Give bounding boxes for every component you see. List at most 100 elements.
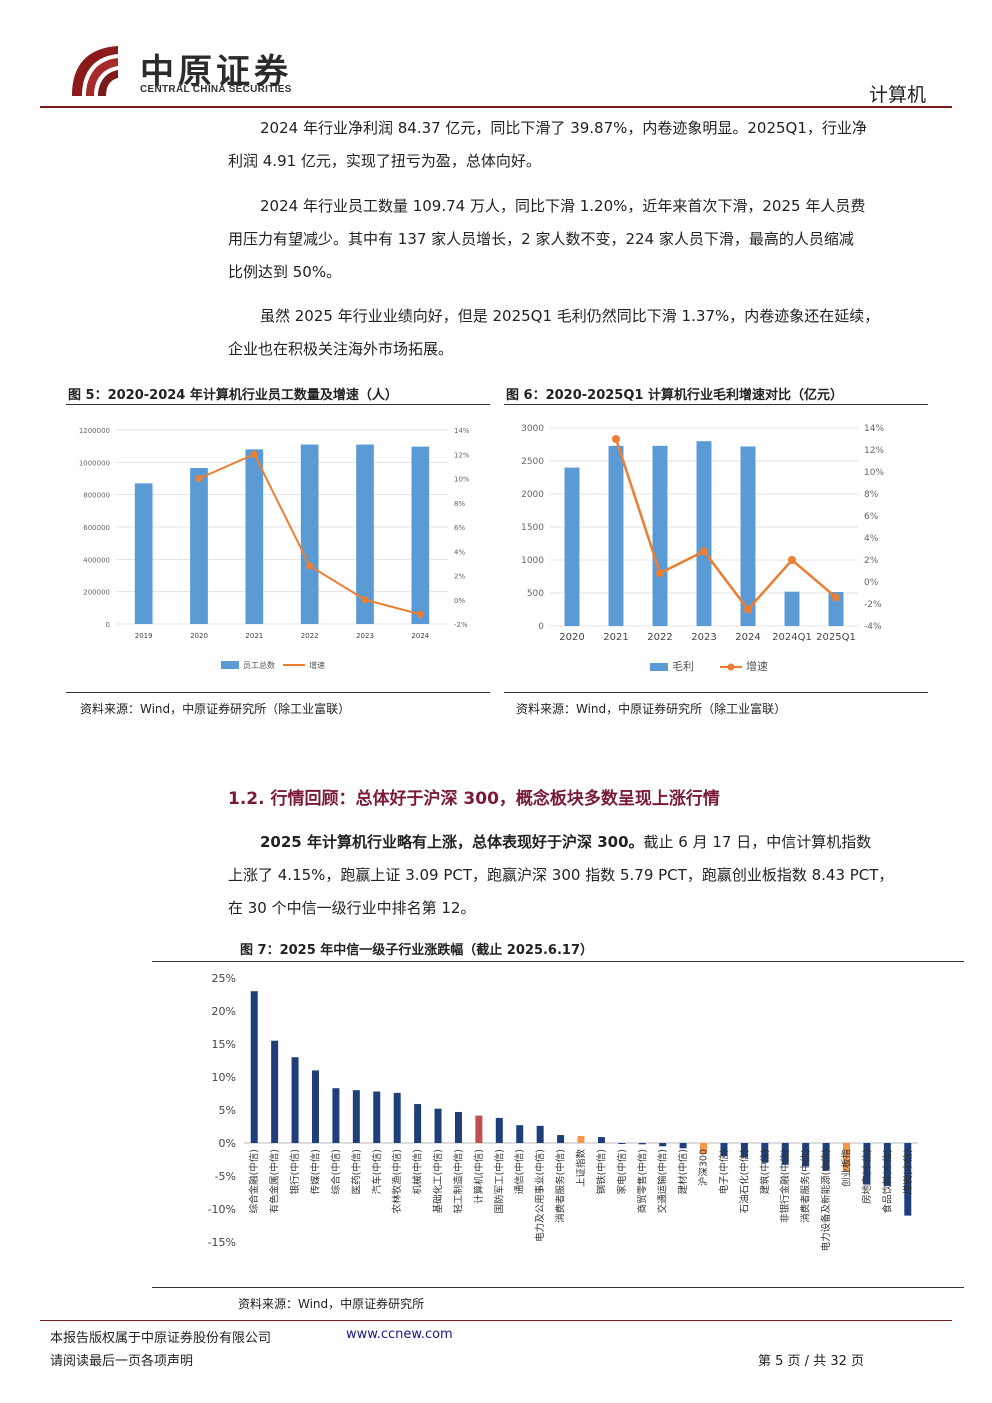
paragraph-line: 虽然 2025 年行业业绩向好，但是 2025Q1 毛利仍然同比下滑 1.37%… xyxy=(260,307,880,325)
section-heading: 1.2. 行情回顾：总体好于沪深 300，概念板块多数呈现上涨行情 xyxy=(228,789,720,809)
x-tick-label: 农林牧渔(中信) xyxy=(391,1149,403,1213)
paragraph-line: 企业也在积极关注海外市场拓展。 xyxy=(228,340,454,358)
fig6-chart: 0 500 1000 1500 2000 2500 3000 -4% -2% 0% 2% 4% 6% 8%… xyxy=(504,412,928,686)
y-tick-label: -10% xyxy=(208,1203,236,1216)
paragraph-line: 在 30 个中信一级行业中排名第 12。 xyxy=(228,899,476,917)
x-tick-label: 有色金属(中信) xyxy=(269,1149,281,1213)
y-tick-label-left: 800000 xyxy=(83,492,110,500)
fig7-bottom-rule xyxy=(152,1287,964,1288)
y-tick-label-left: 1200000 xyxy=(79,427,110,435)
x-tick-label: 建筑(中信) xyxy=(759,1149,771,1194)
x-tick-label: 上证指数 xyxy=(575,1149,587,1188)
line-point xyxy=(832,593,840,602)
y-tick-label: -15% xyxy=(208,1236,236,1249)
x-tick-label: 建材(中信) xyxy=(677,1149,689,1194)
x-tick-label: 银行(中信) xyxy=(289,1149,301,1194)
y-tick-label-left: 0 xyxy=(106,621,110,629)
paragraph-line: 利润 4.91 亿元，实现了扭亏为盈，总体向好。 xyxy=(228,152,541,170)
fig7-top-rule xyxy=(152,961,964,962)
bar xyxy=(822,1143,830,1171)
x-tick-label: 2022 xyxy=(301,632,319,640)
header-divider xyxy=(40,106,952,108)
legend-bar-swatch xyxy=(221,661,239,669)
bar xyxy=(352,1090,360,1143)
x-tick-label: 2024 xyxy=(411,632,429,640)
footer-website-link[interactable]: www.ccnew.com xyxy=(346,1327,453,1342)
bar xyxy=(434,1108,442,1143)
y-tick-label-right: 2% xyxy=(454,573,465,581)
paragraph-net-profit: 2024 年行业净利润 84.37 亿元，同比下滑了 39.87%，内卷迹象明显… xyxy=(228,112,944,178)
y-tick-label-right: 4% xyxy=(864,534,879,544)
bar xyxy=(300,444,319,624)
bar xyxy=(356,444,374,624)
x-tick-label: 创业板指 xyxy=(841,1149,853,1188)
bar xyxy=(134,483,153,624)
x-tick-label: 综合金融(中信) xyxy=(248,1149,260,1213)
x-tick-label: 沪深300 xyxy=(698,1149,710,1186)
x-tick-label: 汽车(中信) xyxy=(371,1149,383,1194)
fig5-chart: 0 200000 400000 600000 800000 1000000 1200000 -… xyxy=(66,412,486,686)
paragraph-line: 上涨了 4.15%，跑赢上证 3.09 PCT，跑赢沪深 300 指数 5.79… xyxy=(228,866,894,884)
x-tick-label: 综合(中信) xyxy=(330,1149,342,1194)
bar xyxy=(720,1143,728,1157)
y-tick-label: 20% xyxy=(212,1005,236,1018)
paragraph-market-review: 2025 年计算机行业略有上涨，总体表现好于沪深 300。截止 6 月 17 日… xyxy=(228,826,944,925)
x-tick-label: 电子(中信) xyxy=(718,1149,730,1194)
fig6-bottom-rule xyxy=(504,692,928,693)
y-tick-label-right: 12% xyxy=(454,451,470,459)
bar xyxy=(638,1143,646,1145)
line-point xyxy=(788,556,796,564)
bar xyxy=(250,991,258,1143)
fig6-title: 图 6：2020-2025Q1 计算机行业毛利增速对比（亿元） xyxy=(506,388,843,403)
fig7-chart: -15% -10% -5% 0% 5% 10% 15% 20% 25% 综合金融(中信) 有色金属(… xyxy=(152,966,962,1288)
bar xyxy=(652,445,668,626)
bar xyxy=(373,1091,381,1143)
bar xyxy=(781,1143,789,1165)
y-tick-label-left: 1000 xyxy=(521,556,544,566)
y-tick-label-left: 1500 xyxy=(521,523,544,533)
footer-copyright: 本报告版权属于中原证券股份有限公司 xyxy=(50,1331,272,1346)
x-tick-label: 2025Q1 xyxy=(816,632,856,643)
x-tick-label: 传媒(中信) xyxy=(309,1149,321,1194)
y-tick-label: 5% xyxy=(219,1104,236,1117)
x-tick-label: 2020 xyxy=(559,632,584,643)
bar xyxy=(740,446,756,626)
bar xyxy=(271,1040,279,1143)
x-tick-label: 石油石化(中信) xyxy=(738,1149,750,1213)
y-tick-label-left: 3000 xyxy=(521,424,544,434)
report-sector: 计算机 xyxy=(868,84,926,106)
y-tick-label: -5% xyxy=(215,1170,236,1183)
x-tick-label: 2019 xyxy=(135,632,153,640)
legend-bar-swatch xyxy=(650,663,668,671)
bar xyxy=(291,1057,299,1143)
fig7-title: 图 7：2025 年中信一级子行业涨跌幅（截止 2025.6.17） xyxy=(240,943,593,958)
x-tick-label: 煤炭(中信) xyxy=(902,1149,914,1194)
line-series xyxy=(614,438,837,612)
x-tick-label: 商贸零售(中信) xyxy=(636,1149,648,1213)
y-tick-label-left: 1000000 xyxy=(79,459,110,467)
fig5-bottom-rule xyxy=(66,692,490,693)
y-tick-label-left: 0 xyxy=(538,622,544,632)
y-tick-label-right: 6% xyxy=(864,512,879,522)
bar xyxy=(475,1115,483,1143)
y-tick-label-left: 200000 xyxy=(83,589,110,597)
paragraph-line: 截止 6 月 17 日，中信计算机指数 xyxy=(643,833,872,851)
y-tick-label-right: 0% xyxy=(864,578,879,588)
paragraph-employees: 2024 年行业员工数量 109.74 万人，同比下滑 1.20%，近年来首次下… xyxy=(228,190,944,289)
bar xyxy=(904,1143,912,1216)
y-tick-label-right: 10% xyxy=(864,468,884,478)
x-tick-label: 轻工制造(中信) xyxy=(452,1149,464,1213)
bar xyxy=(332,1088,340,1143)
x-tick-label: 2020 xyxy=(190,632,208,640)
paragraph-line: 2024 年行业净利润 84.37 亿元，同比下滑了 39.87%，内卷迹象明显… xyxy=(260,119,867,137)
y-tick-label: 15% xyxy=(212,1038,236,1051)
line-point xyxy=(306,562,314,570)
x-tick-label: 2021 xyxy=(603,632,628,643)
x-tick-label: 钢铁(中信) xyxy=(595,1149,607,1194)
bar xyxy=(784,591,800,626)
bar xyxy=(679,1143,687,1149)
fig5-title: 图 5：2020-2024 年计算机行业员工数量及增速（人） xyxy=(68,388,398,403)
y-tick-label-right: -4% xyxy=(864,622,882,632)
line-point xyxy=(612,435,620,443)
y-tick-label-left: 2500 xyxy=(521,457,544,467)
